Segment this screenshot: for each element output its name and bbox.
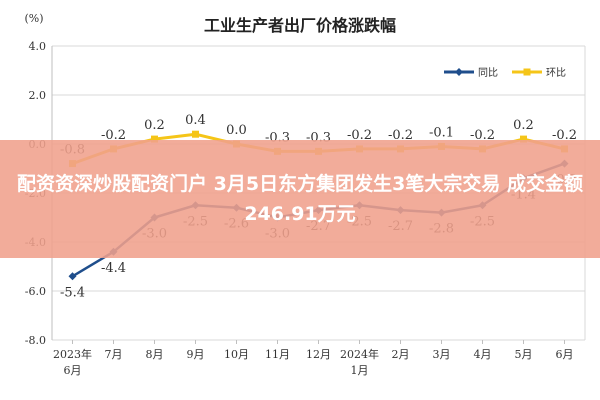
x-tick-label: 11月 <box>265 348 290 361</box>
data-label-yoy: -5.4 <box>60 285 85 300</box>
x-tick-label: 12月 <box>306 348 331 361</box>
legend-marker <box>523 68 531 76</box>
x-tick-label: 2024年 1月 <box>340 347 379 377</box>
unit-label: (%) <box>24 12 43 25</box>
legend-marker <box>455 68 463 76</box>
legend-label: 同比 <box>478 67 498 79</box>
overlay-banner[interactable]: 配资资深炒股配资门户 3月5日东方集团发生3笔大宗交易 成交金额246.91万元 <box>0 140 600 258</box>
y-tick-label: -8.0 <box>25 334 46 347</box>
mom-point <box>151 135 158 143</box>
data-label-mom: -0.2 <box>470 128 495 143</box>
overlay-text: 配资资深炒股配资门户 3月5日东方集团发生3笔大宗交易 成交金额246.91万元 <box>17 173 583 225</box>
data-label-mom: 0.2 <box>144 118 165 133</box>
data-label-mom: 0.2 <box>513 118 534 133</box>
x-tick-label: 4月 <box>474 348 492 361</box>
mom-point <box>192 130 199 138</box>
y-tick-label: 4.0 <box>29 40 47 53</box>
mom-point <box>520 135 527 143</box>
x-tick-label: 10月 <box>224 348 249 361</box>
data-label-mom: -0.2 <box>101 128 126 143</box>
data-label-mom: 0.0 <box>226 123 247 138</box>
data-label-yoy: -4.4 <box>101 261 126 276</box>
data-label-mom: -0.2 <box>347 128 372 143</box>
x-tick-label: 3月 <box>433 348 451 361</box>
data-label-mom: 0.4 <box>185 113 206 128</box>
x-tick-label: 6月 <box>556 348 574 361</box>
data-label-mom: -0.2 <box>552 128 577 143</box>
data-label-mom: -0.2 <box>388 128 413 143</box>
legend-label: 环比 <box>546 67 566 79</box>
x-tick-label: 9月 <box>187 348 205 361</box>
x-tick-label: 7月 <box>105 348 123 361</box>
y-tick-label: 2.0 <box>29 89 47 102</box>
yoy-point <box>68 272 77 281</box>
x-tick-label: 2023年 6月 <box>53 347 92 377</box>
x-axis: 2023年 6月 7月 8月 9月 10月 11月 12月 2024年 1月 2月 3月 4月 5月 6月 <box>53 340 574 377</box>
x-tick-label: 5月 <box>515 348 533 361</box>
legend: 同比 环比 <box>444 67 566 79</box>
x-tick-label: 8月 <box>146 348 164 361</box>
x-tick-label: 2月 <box>392 348 410 361</box>
y-tick-label: -6.0 <box>25 285 46 298</box>
data-label-mom: -0.1 <box>429 125 454 140</box>
chart-title: 工业生产者出厂价格涨跌幅 <box>204 16 396 35</box>
